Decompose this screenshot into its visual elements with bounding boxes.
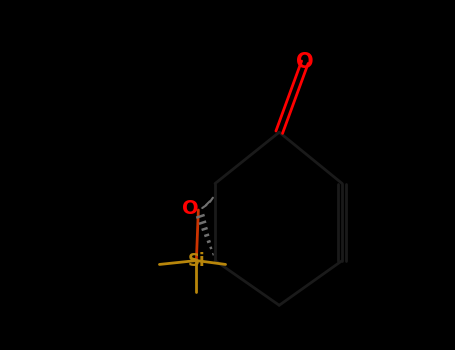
Text: Si: Si <box>187 252 205 270</box>
Text: O: O <box>182 198 199 218</box>
Text: O: O <box>296 52 313 72</box>
